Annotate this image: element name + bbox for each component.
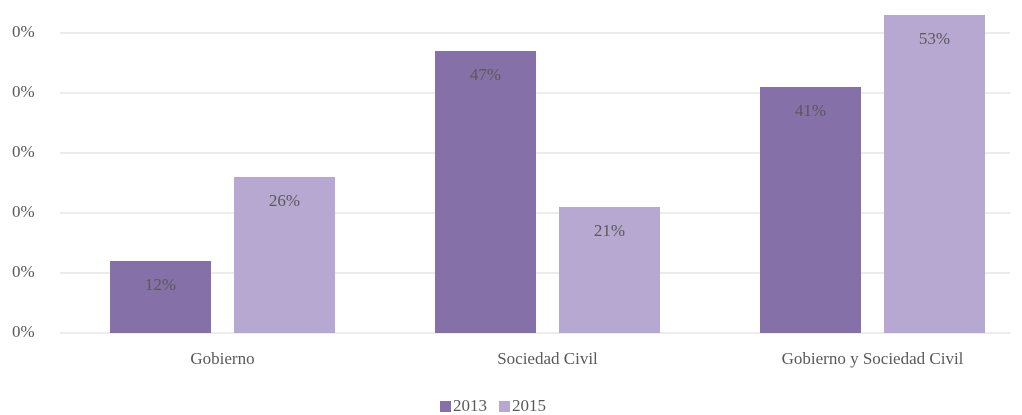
bar [884, 15, 985, 333]
x-tick-label: Gobierno y Sociedad Civil [782, 349, 964, 368]
legend-label: 2013 [453, 396, 487, 415]
x-tick-label: Gobierno [190, 349, 254, 368]
y-tick-label: 0% [12, 202, 35, 221]
legend-swatch [499, 401, 510, 412]
data-label: 53% [919, 29, 950, 48]
legend-swatch [440, 401, 451, 412]
y-tick-label: 0% [12, 82, 35, 101]
y-tick-label: 0% [12, 322, 35, 341]
bar [559, 207, 660, 333]
data-label: 12% [145, 275, 176, 294]
data-label: 41% [795, 101, 826, 120]
data-label: 47% [470, 65, 501, 84]
bar [110, 261, 211, 333]
y-tick-label: 0% [12, 142, 35, 161]
data-label: 26% [269, 191, 300, 210]
bar [234, 177, 335, 333]
legend-label: 2015 [512, 396, 546, 415]
bar [760, 87, 861, 333]
data-label: 21% [594, 221, 625, 240]
y-tick-label: 0% [12, 22, 35, 41]
y-tick-label: 0% [12, 262, 35, 281]
x-tick-label: Sociedad Civil [497, 349, 598, 368]
bar [435, 51, 536, 333]
